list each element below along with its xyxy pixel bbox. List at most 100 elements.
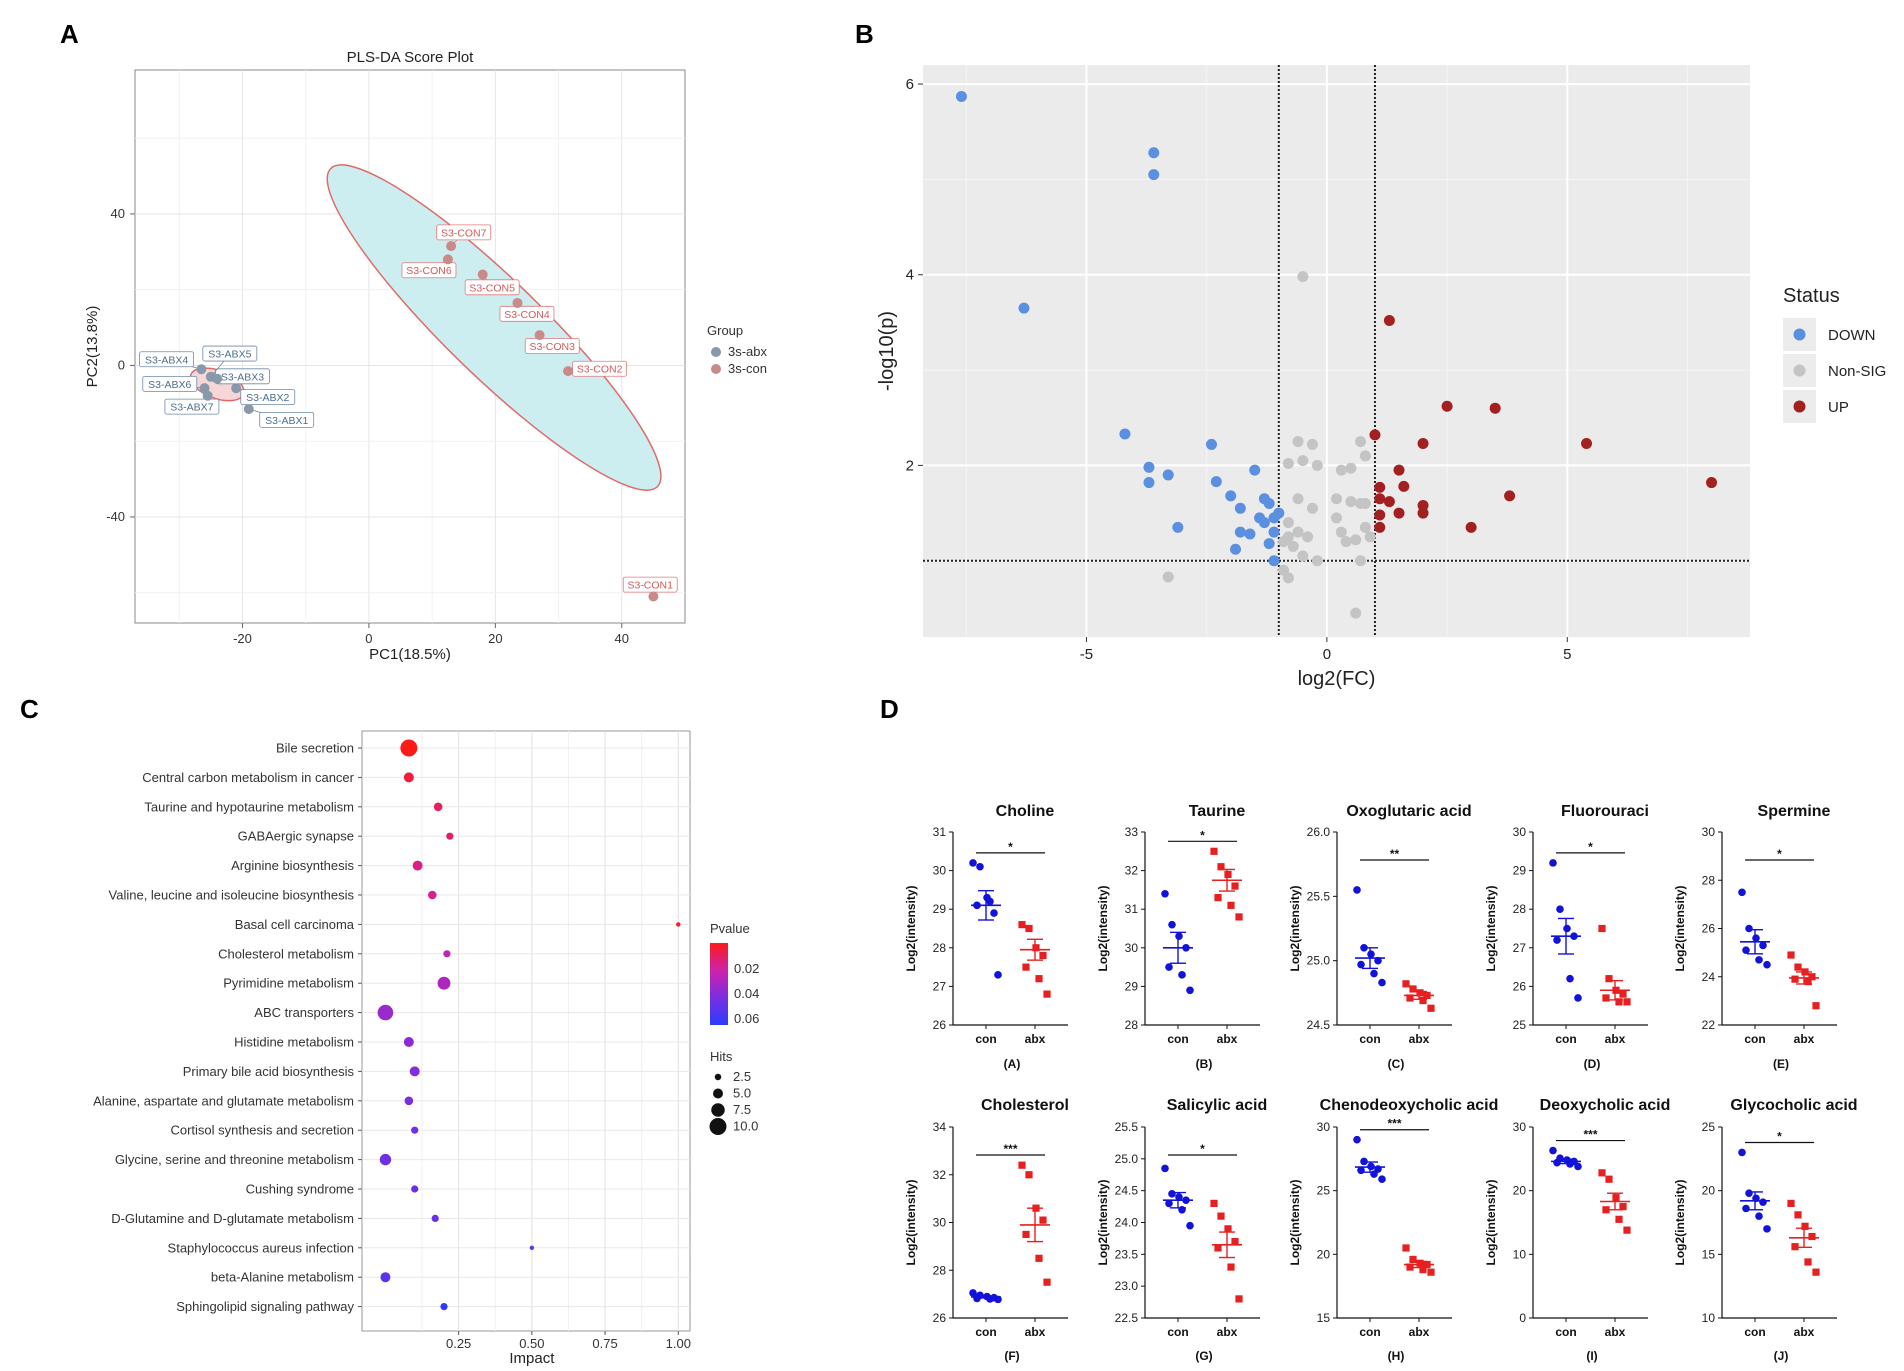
y-axis-label: Log2(intensity)	[904, 1179, 918, 1265]
score-point	[477, 269, 488, 280]
volcano-point-non-sig	[1297, 550, 1309, 562]
y-tick-label: 24.5	[1307, 1018, 1331, 1032]
abx-point	[1804, 1258, 1812, 1266]
subplot-title: Glycocholic acid	[1730, 1097, 1857, 1114]
color-legend-tick: 0.04	[734, 986, 759, 1001]
volcano-point-down	[1172, 521, 1184, 533]
subplot-glycocholic-acid: Glycocholic acid 10 15 20 25 Log2(intensity) c…	[1673, 1097, 1858, 1363]
abx-point	[1022, 1230, 1030, 1239]
y-tick-label: 25	[1513, 1018, 1527, 1032]
subplot-spermine: Spermine 22 24 26 28 30 Log2(intensity) con abx *…	[1673, 803, 1837, 1071]
abx-point	[1406, 994, 1414, 1002]
x-tick-label: 5	[1563, 646, 1571, 663]
con-point	[1175, 932, 1183, 941]
plot-area	[923, 65, 1750, 637]
subplot-title: Deoxycholic acid	[1540, 1097, 1671, 1114]
con-point	[1357, 960, 1365, 969]
y-tick-label: 30	[1317, 1120, 1331, 1134]
volcano-point-up	[1504, 490, 1516, 502]
legend-label: Non-SIG	[1828, 363, 1886, 380]
y-tick-label: 23.5	[1115, 1247, 1139, 1261]
pathway-bubble	[379, 1153, 392, 1166]
pathway-bubble	[411, 1126, 419, 1134]
abx-point	[1794, 1211, 1802, 1219]
volcano-point-down	[1230, 543, 1242, 555]
volcano-point-down	[1234, 526, 1246, 538]
abx-point	[1018, 921, 1026, 929]
abx-point	[1018, 1161, 1026, 1169]
abx-point	[1619, 1202, 1627, 1211]
x-tick-label: 0	[365, 631, 372, 646]
volcano-point-up	[1581, 437, 1593, 449]
con-point	[1370, 969, 1378, 978]
abx-point	[1808, 973, 1816, 981]
volcano-point-non-sig	[1278, 564, 1290, 576]
abx-point	[1615, 1215, 1623, 1223]
group-label: con	[1167, 1325, 1188, 1339]
label-box	[622, 576, 678, 593]
volcano-point-up	[1417, 437, 1429, 449]
subplot-tag: (C)	[1388, 1057, 1405, 1071]
y-tick-label: 26	[933, 1311, 947, 1325]
y-tick-label: 28	[933, 1263, 947, 1277]
group-label: con	[1744, 1032, 1765, 1046]
significance-stars: *	[1777, 1129, 1782, 1143]
subplot-deoxycholic-acid: Deoxycholic acid 0 10 20 30 Log2(intensity) co…	[1484, 1097, 1670, 1363]
legend-label: 3s-con	[728, 361, 767, 376]
pathway-label: Valine, leucine and isoleucine biosynthe…	[109, 888, 355, 903]
abx-point	[1043, 990, 1051, 998]
subplot-title: Salicylic acid	[1167, 1097, 1268, 1114]
volcano-point-non-sig	[1306, 502, 1318, 514]
group-label: con	[1359, 1032, 1380, 1046]
score-point	[442, 254, 453, 265]
panel-letter-b: B	[855, 19, 874, 49]
sample-label: S3-CON1	[627, 580, 673, 592]
volcano-point-down	[1263, 498, 1275, 510]
subplot-title: Taurine	[1189, 803, 1246, 820]
con-point	[1353, 1135, 1361, 1144]
y-tick-label: 25	[1702, 1120, 1716, 1134]
pathway-bubble	[676, 922, 681, 927]
y-tick-label: 15	[1317, 1311, 1331, 1325]
subplot-tag: (G)	[1195, 1349, 1212, 1363]
abx-point	[1623, 998, 1631, 1006]
legend-title: Group	[707, 323, 743, 338]
con-point	[1742, 946, 1750, 955]
size-legend-marker	[709, 1118, 727, 1135]
con-point	[1745, 924, 1753, 933]
pathway-bubble	[427, 890, 437, 900]
volcano-point-down	[1249, 464, 1261, 476]
y-tick-label: 20	[1513, 1184, 1527, 1198]
abx-point	[1416, 1259, 1424, 1267]
abx-point	[1217, 1212, 1225, 1220]
x-tick-label: 1.00	[666, 1336, 691, 1351]
significance-stars: *	[1200, 828, 1205, 842]
sample-label: S3-ABX3	[221, 371, 264, 383]
y-tick-label: 31	[1125, 902, 1139, 916]
con-point	[1556, 905, 1564, 913]
volcano-point-down	[1225, 490, 1237, 502]
pathway-label: Central carbon metabolism in cancer	[142, 770, 354, 785]
volcano-point-down	[1018, 302, 1030, 314]
y-axis-label: Log2(intensity)	[1484, 885, 1498, 971]
abx-point	[1231, 882, 1239, 890]
volcano-point-non-sig	[1287, 540, 1299, 552]
volcano-point-down	[1148, 169, 1160, 181]
legend-marker	[1793, 400, 1806, 413]
group-label: abx	[1025, 1032, 1046, 1046]
group-label: con	[975, 1325, 996, 1339]
score-point	[648, 591, 659, 602]
panel-b: -5 0 5 2 4 6 log2(FC) -log10(p) Status DOWN Non-SI…	[876, 65, 1886, 690]
abx-point	[1804, 977, 1812, 986]
abx-point	[1808, 1232, 1816, 1241]
volcano-point-non-sig	[1297, 271, 1309, 283]
volcano-point-non-sig	[1355, 436, 1367, 448]
group-label: abx	[1605, 1032, 1626, 1046]
pathway-label: Staphylococcus aureus infection	[168, 1240, 354, 1255]
label-box	[401, 262, 457, 279]
score-point	[231, 383, 242, 394]
subplot-title: Fluorouraci	[1561, 803, 1649, 820]
y-tick-label: 27	[933, 979, 947, 993]
legend-label: UP	[1828, 399, 1849, 416]
volcano-point-non-sig	[1162, 571, 1174, 583]
